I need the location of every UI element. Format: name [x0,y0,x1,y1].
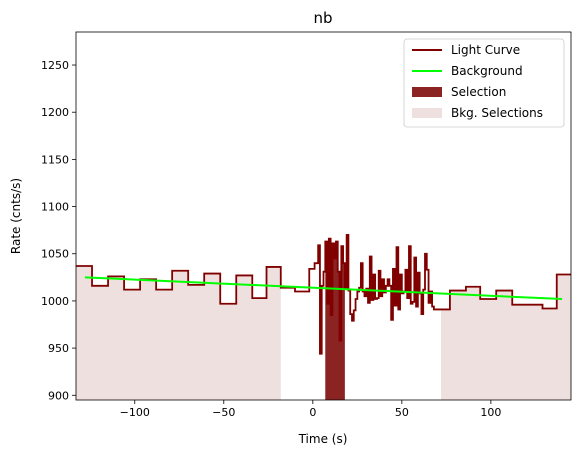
legend-label: Light Curve [451,43,520,57]
y-tick-label: 1200 [41,106,69,119]
legend-label: Selection [451,85,506,99]
y-tick-label: 1250 [41,59,69,72]
x-tick-label: 0 [309,406,316,419]
x-tick-label: −100 [120,406,150,419]
plot-area: −100 −50 0 50 100 900 950 1000 1050 1100 1150 1200 1… [41,31,572,419]
y-tick-label: 900 [48,389,69,402]
plot-frame [75,31,572,401]
y-tick-label: 1150 [41,153,69,166]
x-tick-label: 50 [395,406,409,419]
y-axis-label: Rate (cnts/s) [9,178,23,254]
chart-title: nb [313,9,332,27]
x-tick-label: −50 [212,406,235,419]
legend-label: Background [451,64,523,78]
x-axis-label: Time (s) [298,432,348,446]
y-tick-label: 1100 [41,201,69,214]
light-curve-line [76,233,571,355]
legend-swatch-patch [412,108,442,118]
bkg-selection-area-1 [76,266,281,400]
y-tick-label: 1000 [41,295,69,308]
y-tick-label: 950 [48,342,69,355]
x-tick-label: 100 [480,406,501,419]
legend-swatch-patch [412,87,442,97]
bkg-selection-area-2 [441,274,571,400]
legend-box [403,38,565,128]
y-tick-label: 1050 [41,248,69,261]
legend-label: Bkg. Selections [451,106,543,120]
background-line [84,276,563,301]
